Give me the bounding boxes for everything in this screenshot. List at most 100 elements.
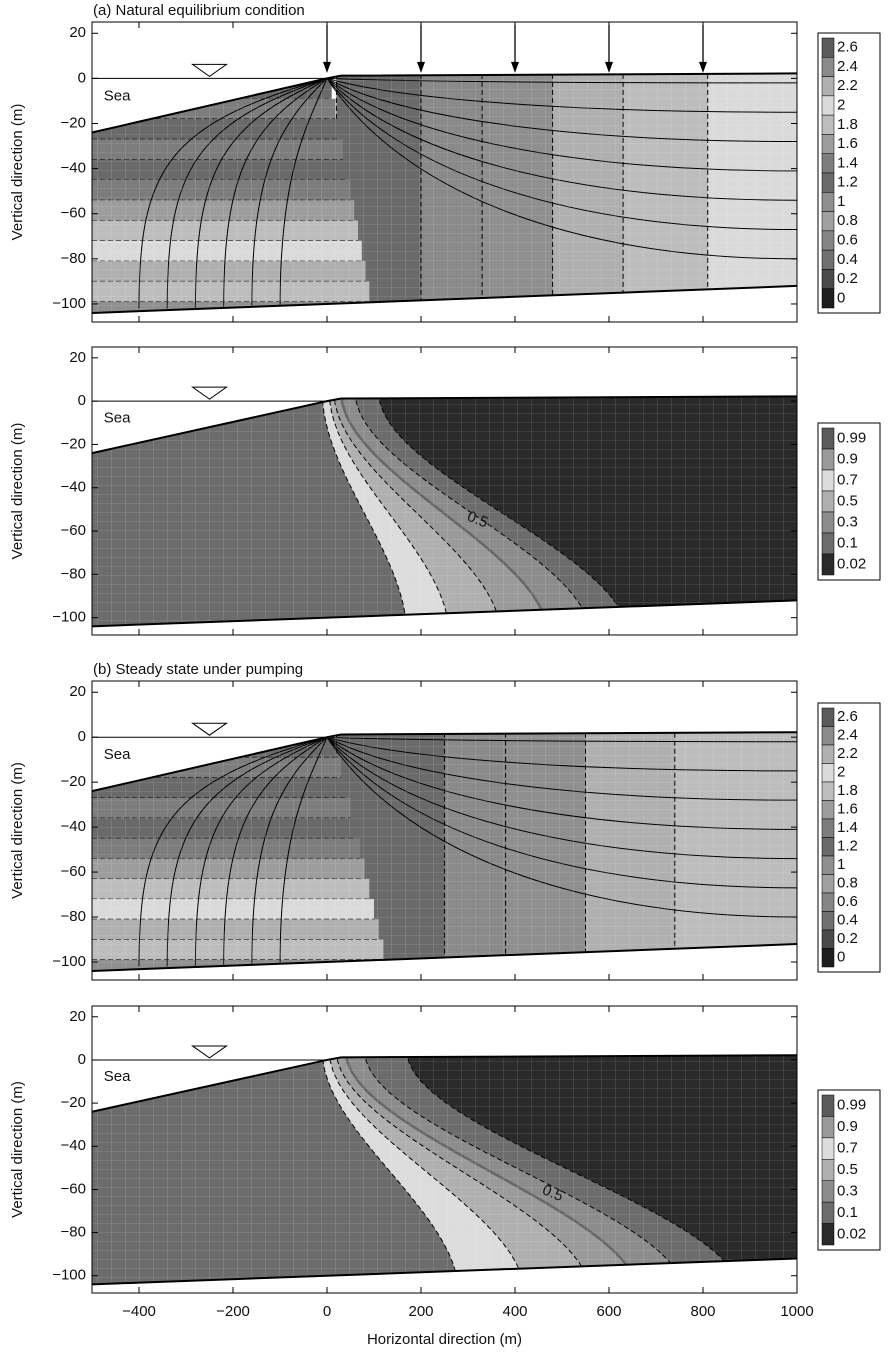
legend-swatch [821,948,835,968]
legend-label: 1.2 [837,174,858,191]
legend-swatch [821,818,835,838]
aquifer-bottom [91,599,798,628]
sea-label: Sea [104,409,131,426]
legend-swatch [821,76,835,97]
y-tick-label: −80 [61,1224,86,1241]
legend-label: 1 [837,856,845,873]
aquifer-top [91,72,798,134]
mesh [92,73,797,313]
aquifer-bottom [91,1257,798,1286]
x-tick-label: −200 [216,1303,250,1320]
legend-swatch [821,511,835,534]
legend-label: 0.8 [837,212,858,229]
y-tick-label: 0 [78,728,86,745]
y-tick-label: 20 [69,349,86,366]
legend-label: 1.2 [837,838,858,855]
y-tick-label: −20 [61,773,86,790]
sea-label: Sea [104,87,131,104]
sea-label: Sea [104,746,131,763]
aquifer-bottom [91,943,798,973]
legend-label: 0.4 [837,912,858,929]
legend-swatch [821,427,835,450]
legend-label: 1.4 [837,154,858,171]
water-mark [190,386,229,400]
y-tick-label: −20 [61,114,86,131]
y-axis-label: Vertical direction (m) [9,104,26,241]
legend-swatch [821,874,835,894]
legend-swatch [821,837,835,857]
legend-label: 0 [837,289,845,306]
x-axis-label: Horizontal direction (m) [367,1331,522,1348]
legend-swatch [821,532,835,555]
aquifer-top [91,1054,798,1113]
legend-label: 1 [837,193,845,210]
y-tick-label: −60 [61,1180,86,1197]
y-tick-label: 0 [78,1051,86,1068]
legend-label: 2.2 [837,77,858,94]
y-tick-label: −40 [61,479,86,496]
plot-frame [91,346,798,636]
y-tick-label: −40 [61,818,86,835]
legend-label: 1.8 [837,782,858,799]
y-tick-label: −80 [61,908,86,925]
y-tick-label: −20 [61,435,86,452]
legend-label: 0.99 [837,1097,866,1114]
y-tick-label: −80 [61,565,86,582]
legend-swatch [821,153,835,174]
legend-swatch [821,249,835,270]
x-tick-label: 400 [502,1303,527,1320]
y-axis-label: Vertical direction (m) [9,762,26,899]
legend-label: 0 [837,949,845,966]
legend-label: 0.8 [837,875,858,892]
aquifer-top [91,731,798,793]
water-mark [190,722,229,736]
legend-label: 0.4 [837,251,858,268]
legend-label: 0.7 [837,1140,858,1157]
legend-swatch [821,1201,835,1224]
legend-label: 0.6 [837,231,858,248]
y-tick-label: −40 [61,1137,86,1154]
arrow-head [605,61,613,73]
legend-swatch [821,211,835,232]
panel-title: (b) Steady state under pumping [93,661,303,678]
legend-label: 2.2 [837,745,858,762]
y-tick-label: 0 [78,69,86,86]
legend-swatch [821,726,835,746]
legend-swatch [821,288,835,309]
legend-swatch [821,57,835,77]
aquifer-top [91,395,798,455]
legend-swatch [821,1180,835,1203]
legend-label: 2 [837,96,845,113]
legend-label: 2.6 [837,708,858,725]
legend-label: 0.3 [837,513,858,530]
legend-swatch [821,172,835,193]
legend-label: 0.1 [837,1204,858,1221]
legend-label: 0.2 [837,270,858,287]
panel-title: (a) Natural equilibrium condition [93,2,305,19]
legend-label: 2.4 [837,58,858,75]
legend-swatch [821,114,835,135]
legend-swatch [821,1223,835,1246]
legend-label: 1.4 [837,819,858,836]
y-axis-label: Vertical direction (m) [9,423,26,560]
legend-swatch [821,892,835,912]
legend-swatch [821,1116,835,1139]
legend-label: 0.7 [837,471,858,488]
legend-label: 2 [837,764,845,781]
sea-label: Sea [104,1068,131,1085]
legend-swatch [821,855,835,875]
water-mark [190,63,229,78]
legend-swatch [821,744,835,764]
legend-label: 0.02 [837,1225,866,1242]
y-tick-label: −100 [52,609,86,626]
legend-swatch [821,95,835,116]
y-tick-label: −60 [61,863,86,880]
arrow-head [323,61,331,73]
y-tick-label: 20 [69,1008,86,1025]
legend-label: 0.2 [837,930,858,947]
legend-label: 2.6 [837,39,858,56]
plot-frame [91,1005,798,1294]
legend-swatch [821,1137,835,1160]
